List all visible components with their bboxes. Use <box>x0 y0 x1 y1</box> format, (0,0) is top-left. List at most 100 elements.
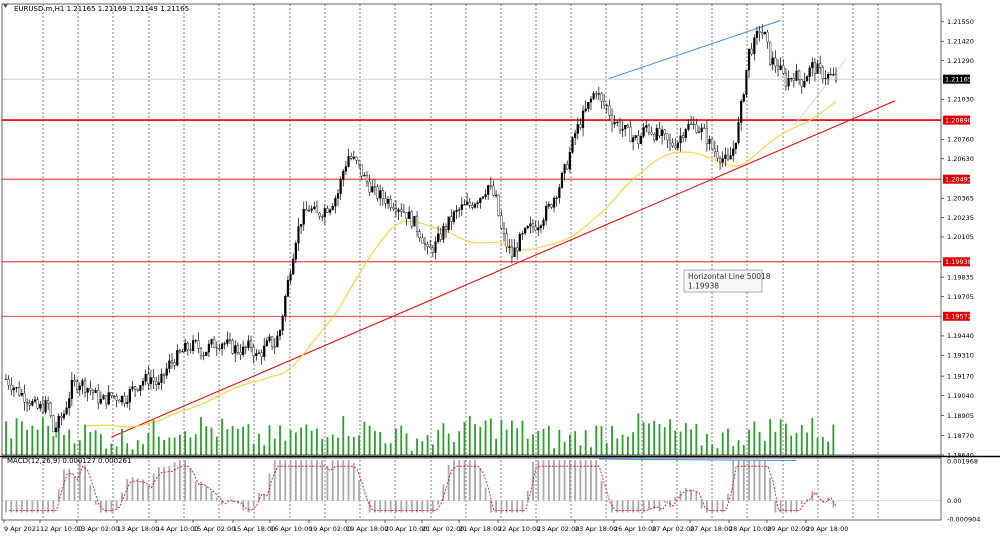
candle-body <box>176 350 178 365</box>
price-tick-label: 1.18905 <box>947 412 974 420</box>
candle-body <box>187 343 189 350</box>
candle-body <box>29 404 31 406</box>
candle-body <box>240 352 242 354</box>
candle-body <box>769 42 771 64</box>
candle-body <box>269 337 271 341</box>
volume-bar <box>832 424 834 455</box>
candle-body <box>495 195 497 196</box>
volume-bar <box>237 429 239 455</box>
candle-body <box>134 387 136 390</box>
candle-body <box>458 210 460 211</box>
candle-body <box>677 143 679 148</box>
macd-histogram-bar <box>79 460 81 501</box>
candle-body <box>825 78 827 79</box>
volume-bar <box>16 418 18 455</box>
volume-bar <box>511 421 513 455</box>
macd-tick-label: -0.000904 <box>947 515 980 523</box>
macd-histogram-bar <box>258 493 260 501</box>
candle-body <box>13 388 15 390</box>
macd-histogram-bar <box>659 500 661 511</box>
volume-bar <box>332 435 334 455</box>
time-tick-label: 15 Apr 02:00 <box>193 525 235 533</box>
candle-body <box>395 209 397 212</box>
candle-body <box>316 207 318 213</box>
candle-body <box>637 136 639 144</box>
candle-body <box>45 400 47 412</box>
candle-body <box>87 388 89 392</box>
volume-bar <box>290 430 292 455</box>
volume-bar <box>527 439 529 455</box>
candle-body <box>706 128 708 143</box>
macd-histogram-bar <box>680 491 682 501</box>
candle-body <box>274 347 276 348</box>
candle-body <box>427 244 429 246</box>
candle-body <box>408 212 410 219</box>
volume-bar <box>532 435 534 455</box>
volume-bar <box>474 424 476 455</box>
symbol-info: EURUSD.m,H1 1.21165 1.21169 1.21149 1.21… <box>14 5 189 13</box>
volume-bar <box>437 430 439 455</box>
macd-histogram-bar <box>601 481 603 501</box>
volume-bar <box>690 429 692 455</box>
candle-body <box>508 247 510 248</box>
candle-body <box>406 212 408 218</box>
candle-body <box>248 341 250 348</box>
volume-bar <box>590 447 592 455</box>
candle-body <box>327 208 329 212</box>
time-tick-label: 16 Apr 10:00 <box>270 525 312 533</box>
candle-body <box>295 243 297 259</box>
macd-histogram-bar <box>253 500 255 506</box>
candle-body <box>761 33 763 34</box>
volume-bar <box>659 424 661 455</box>
volume-bar <box>116 446 118 455</box>
volume-bar <box>727 429 729 455</box>
candle-body <box>377 187 379 198</box>
candle-body <box>421 238 423 243</box>
candle-body <box>648 125 650 132</box>
candle-body <box>8 379 10 385</box>
macd-histogram-bar <box>174 462 176 501</box>
candle-body <box>690 124 692 125</box>
volume-bar <box>89 432 91 455</box>
volume-bar <box>316 429 318 455</box>
candle-body <box>477 203 479 204</box>
volume-bar <box>416 439 418 455</box>
candle-body <box>26 402 28 403</box>
candle-body <box>76 382 78 390</box>
macd-histogram-bar <box>137 478 139 500</box>
candle-body <box>5 379 7 380</box>
candle-body <box>753 38 755 54</box>
candle-body <box>598 93 600 94</box>
candle-body <box>263 346 265 357</box>
volume-bar <box>79 440 81 455</box>
candle-body <box>711 139 713 149</box>
volume-bar <box>369 426 371 455</box>
macd-histogram-bar <box>606 500 608 502</box>
time-tick-label: 23 Apr 02:00 <box>537 525 579 533</box>
candle-body <box>224 343 226 344</box>
candle-body <box>703 128 705 129</box>
candle-body <box>387 199 389 203</box>
candle-body <box>543 220 545 225</box>
candle-body <box>113 396 115 397</box>
current-price-label: 1.21165 <box>945 76 972 84</box>
candle-body <box>719 158 721 162</box>
candle-body <box>774 58 776 66</box>
candle-body <box>158 383 160 385</box>
macd-histogram-bar <box>269 473 271 501</box>
candle-body <box>464 204 466 205</box>
volume-bar <box>153 420 155 455</box>
candle-body <box>121 396 123 402</box>
candle-body <box>498 195 500 216</box>
candle-body <box>284 296 286 316</box>
candle-body <box>701 128 703 132</box>
candle-body <box>537 228 539 230</box>
candle-body <box>298 226 300 243</box>
candle-body <box>806 77 808 81</box>
volume-bar <box>379 432 381 455</box>
candle-body <box>730 156 732 159</box>
volume-bar <box>622 435 624 455</box>
candle-body <box>832 74 834 75</box>
